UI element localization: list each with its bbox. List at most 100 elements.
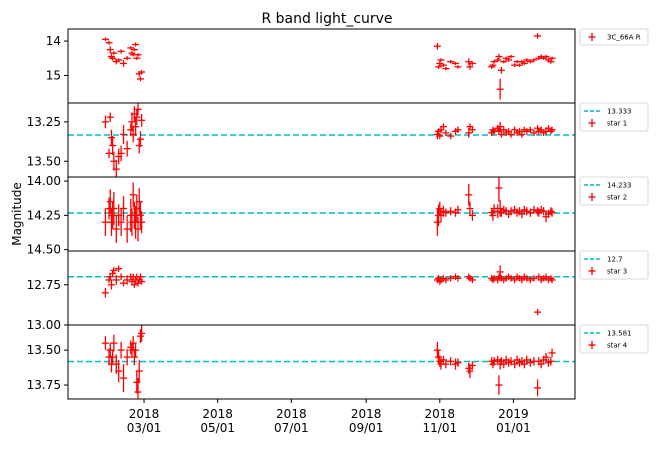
data-point: [110, 334, 118, 352]
legend-box: [579, 176, 649, 206]
data-point: [135, 359, 143, 383]
legend-label: 13.581: [607, 330, 632, 338]
data-point: [135, 137, 143, 154]
data-point: [534, 33, 542, 39]
data-point: [500, 59, 508, 64]
y-tick-label: 13.75: [27, 378, 61, 392]
data-point: [468, 61, 476, 66]
data-point: [466, 64, 474, 70]
data-point: [534, 379, 542, 397]
data-point: [115, 265, 123, 272]
data-point: [433, 341, 441, 359]
data-point: [465, 362, 473, 374]
data-point: [523, 207, 531, 216]
data-point: [433, 42, 441, 50]
data-point: [490, 204, 498, 213]
panel-4: 12.75 13.00 12.7 star 3: [27, 250, 649, 332]
data-point: [138, 69, 146, 75]
data-point: [439, 123, 447, 130]
data-point: [130, 47, 138, 52]
legend-label: 13.333: [607, 108, 632, 116]
data-point: [132, 343, 140, 358]
legend-label: star 3: [607, 268, 627, 276]
data-point: [465, 58, 473, 66]
legend-label: star 2: [607, 194, 627, 202]
data-point: [109, 350, 117, 365]
data-point: [466, 364, 474, 379]
x-tick-label: 2018: [202, 407, 233, 421]
data-point: [123, 275, 131, 285]
data-point: [534, 125, 542, 132]
x-axis: 201803/01201805/01201807/01201809/012018…: [127, 399, 531, 435]
data-point: [523, 355, 531, 365]
data-point: [101, 336, 109, 351]
data-point: [117, 145, 125, 162]
data-point: [115, 359, 123, 383]
data-point: [523, 128, 531, 135]
data-point: [548, 348, 556, 358]
data-point: [447, 357, 455, 366]
data-point: [495, 375, 503, 395]
data-point: [117, 208, 125, 236]
data-point: [496, 121, 504, 132]
data-point: [447, 275, 455, 282]
data-point: [507, 357, 515, 366]
data-point: [435, 64, 443, 69]
data-point: [109, 270, 117, 277]
legend: 3C_66A R: [579, 28, 649, 46]
data-point: [105, 40, 113, 45]
data-point: [120, 125, 128, 144]
data-point: [468, 209, 476, 221]
data-point: [447, 207, 455, 216]
y-axis-label: Magnitude: [10, 182, 24, 246]
data-point: [117, 49, 125, 54]
data-point: [547, 207, 555, 216]
data-point: [433, 208, 441, 236]
x-tick-label: 2018: [276, 407, 307, 421]
data-point: [442, 129, 450, 137]
data-point: [465, 183, 473, 206]
y-tick-label: 14.50: [27, 243, 61, 257]
data-point: [107, 129, 115, 146]
data-point: [518, 131, 526, 138]
data-point: [496, 265, 504, 279]
data-point: [123, 215, 131, 243]
data-point: [497, 131, 505, 138]
panel-2: 13.25 13.50 13.333 star 1: [27, 102, 649, 178]
x-tick-label: 09/01: [349, 421, 384, 435]
y-tick-label: 13.00: [27, 318, 61, 332]
data-point: [548, 208, 556, 217]
data-point: [526, 59, 534, 64]
data-point: [490, 275, 498, 282]
data-point: [494, 57, 502, 63]
data-point: [101, 288, 109, 298]
data-point: [534, 308, 542, 316]
data-point: [115, 58, 123, 62]
chart-title: R band light_curve: [261, 11, 392, 27]
legend-label: star 1: [607, 120, 627, 128]
panel-frame: [67, 324, 576, 400]
data-point: [490, 59, 498, 64]
data-point: [465, 128, 473, 138]
data-point: [526, 358, 534, 367]
data-point: [117, 341, 125, 359]
legend: 13.333 star 1: [579, 102, 649, 132]
data-point: [542, 54, 550, 59]
data-point: [489, 209, 497, 221]
data-point: [106, 112, 114, 122]
data-point: [109, 55, 117, 61]
data-point: [138, 114, 146, 127]
data-point: [442, 276, 450, 284]
data-point: [123, 348, 131, 366]
data-point: [130, 281, 138, 288]
data-point: [117, 273, 125, 280]
x-tick-label: 01/01: [496, 421, 531, 435]
data-point: [548, 56, 556, 60]
panel-frame: [67, 102, 576, 178]
data-point: [138, 325, 146, 342]
data-point: [447, 132, 455, 140]
data-point: [136, 131, 144, 148]
data-point: [489, 63, 497, 67]
data-point: [466, 201, 474, 216]
legend-label: 12.7: [607, 256, 623, 264]
